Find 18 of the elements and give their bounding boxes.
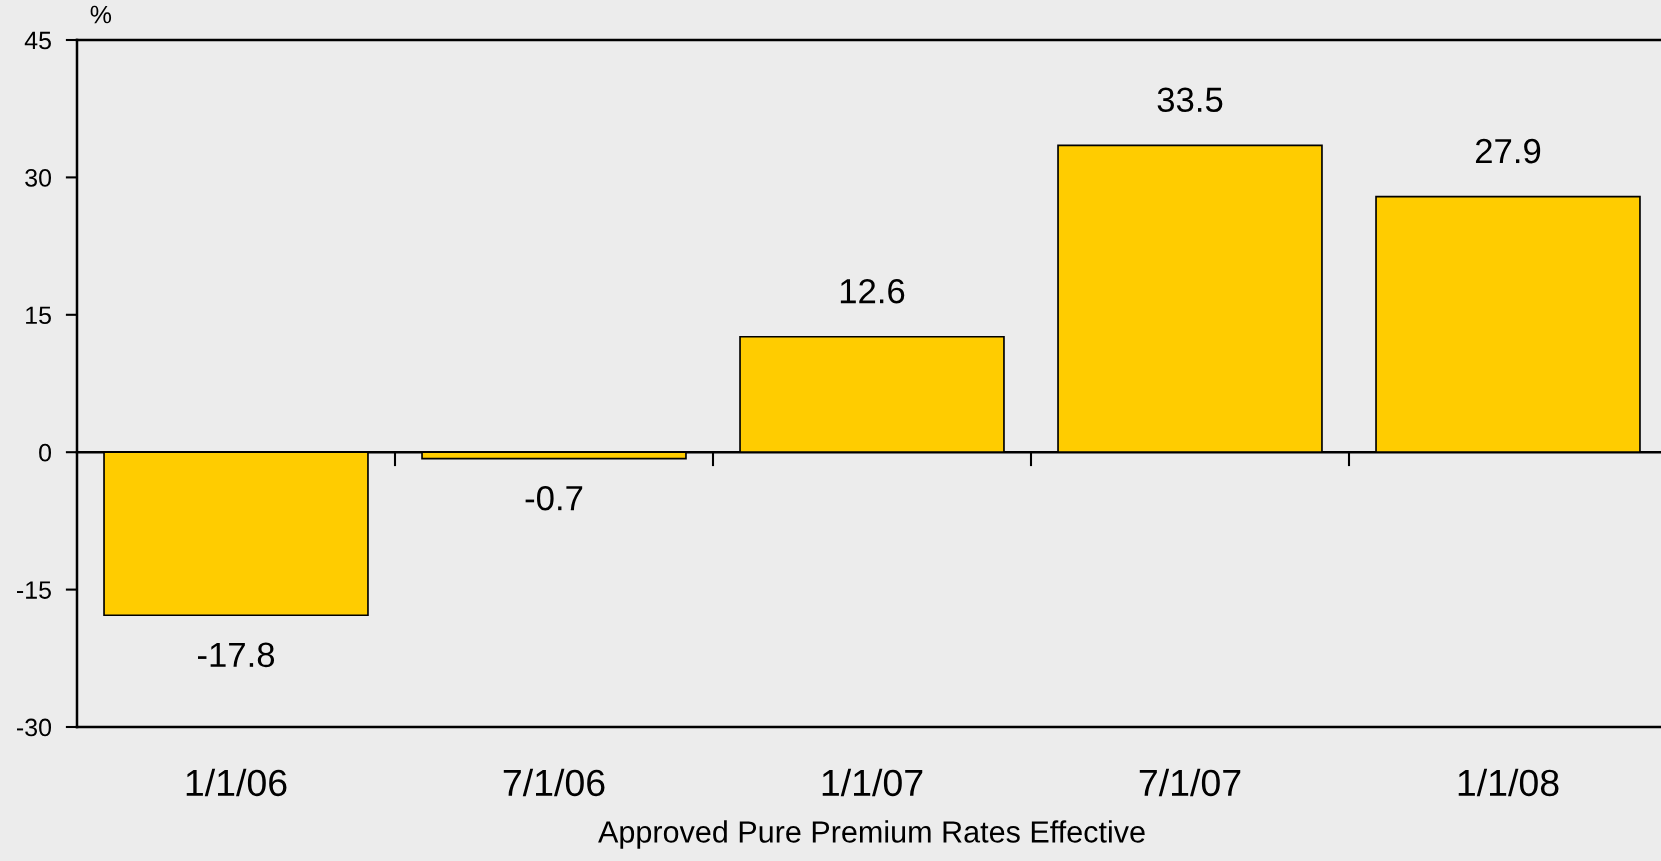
y-tick-label: 45 [24,31,51,50]
data-label: -0.7 [525,485,583,511]
data-label: 33.5 [1157,87,1223,113]
y-tick-label: 15 [26,306,51,325]
x-tick-label: 1/1/06 [186,768,287,797]
x-axis-title: Approved Pure Premium Rates Effective [598,820,1145,849]
y-tick-label: -15 [16,581,51,599]
x-tick-label: 1/1/07 [822,768,923,797]
data-label: 27.9 [1475,138,1541,164]
y-tick-label: 0 [39,443,52,462]
y-axis-title: % [90,5,112,24]
x-tick-label: 7/1/06 [503,768,605,797]
y-tick-label: -30 [16,718,52,737]
x-tick-label: 7/1/07 [1139,768,1241,797]
x-tick-label: 1/1/08 [1458,768,1559,797]
data-label: 12.6 [840,278,905,304]
y-tick-label: 30 [25,169,52,187]
data-label: -17.8 [197,642,275,668]
